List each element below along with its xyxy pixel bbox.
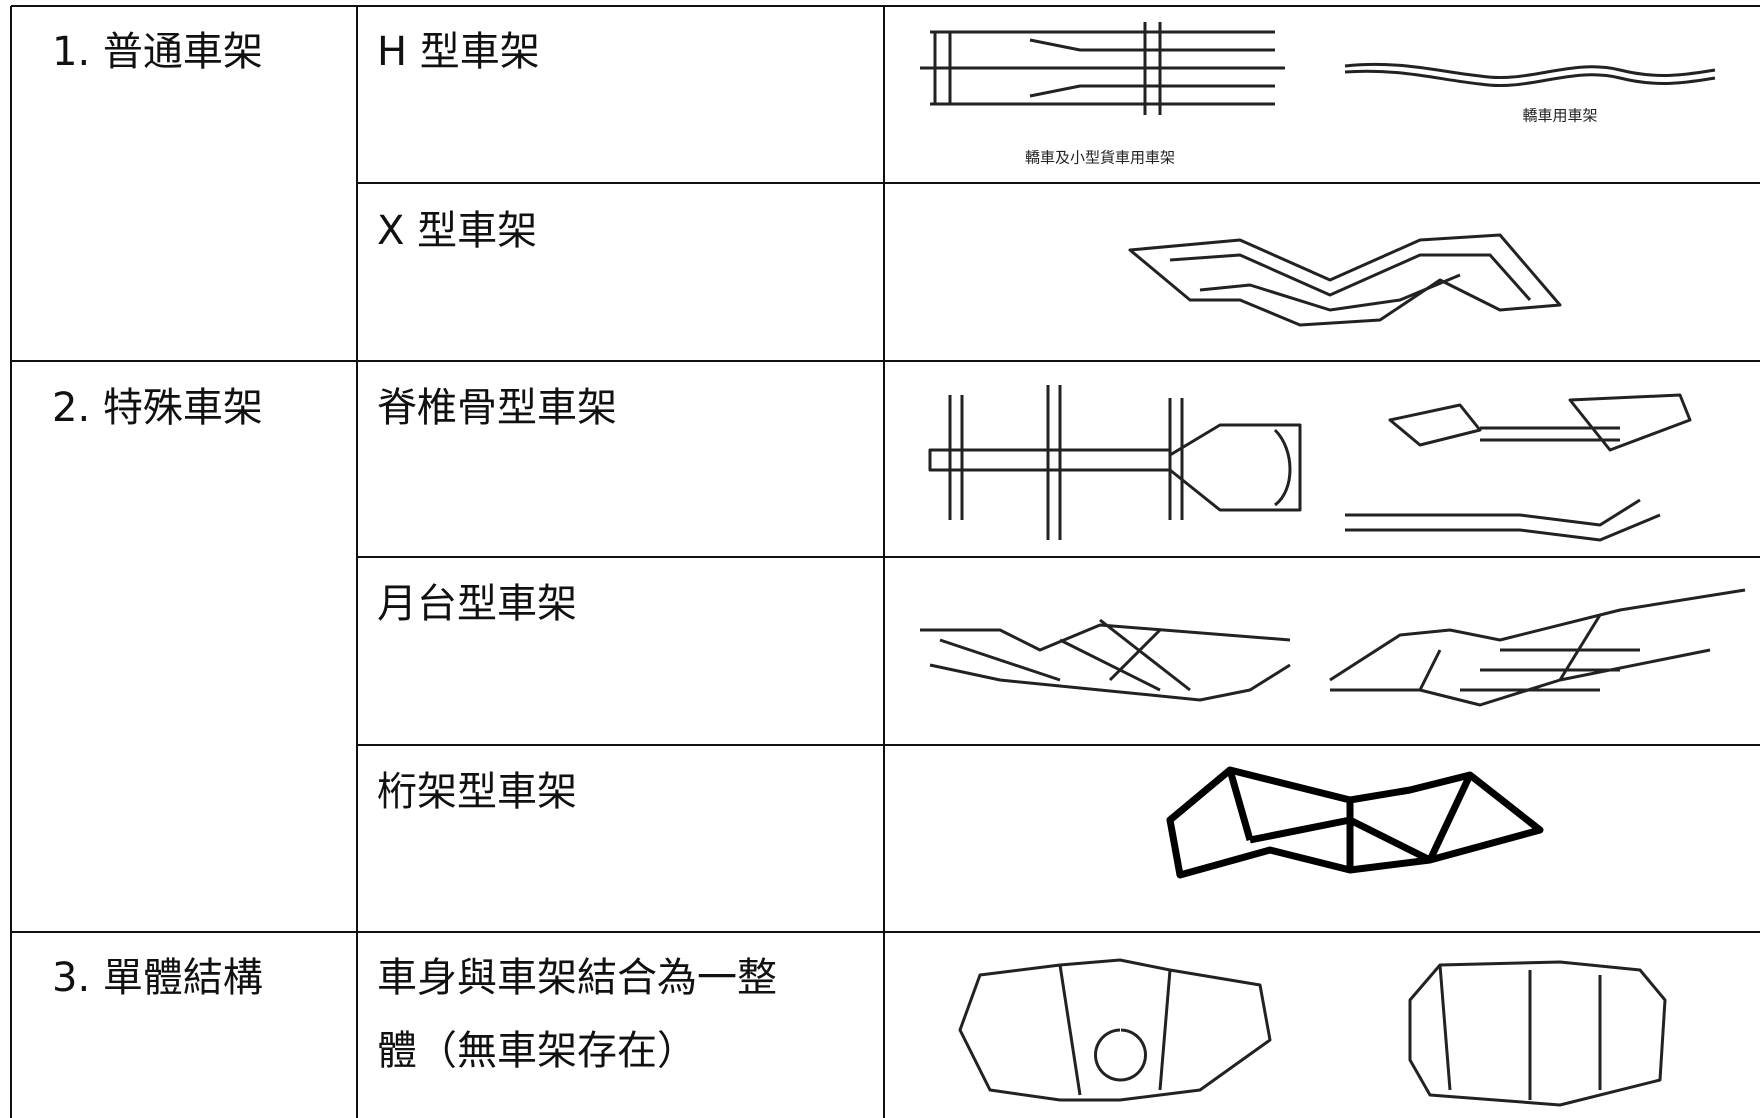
- frame-type: 體（無車架存在）: [377, 1028, 697, 1074]
- illustrations: [920, 22, 1746, 1107]
- caption: 轎車及小型貨車用車架: [1025, 149, 1175, 167]
- frame-type: H 型車架: [377, 29, 540, 75]
- frame-type: 脊椎骨型車架: [377, 385, 617, 431]
- backbone-frame: [928, 385, 1692, 542]
- category: 3. 單體結構: [52, 955, 263, 1001]
- monocoque-body: [958, 958, 1667, 1107]
- frame-type: 桁架型車架: [377, 769, 577, 815]
- table-grid: [10, 5, 1760, 1118]
- truss-frame: [1166, 766, 1544, 879]
- category: 2. 特殊車架: [52, 385, 263, 431]
- text-layer: 1. 普通車架 H 型車架 轎車及小型貨車用車架 轎車用車架 X 型車架 2. …: [52, 29, 1598, 1074]
- frame-type: X 型車架: [377, 208, 537, 254]
- platform-frame: [920, 588, 1746, 707]
- caption: 轎車用車架: [1522, 107, 1597, 125]
- h-frame: [920, 22, 1716, 115]
- category: 1. 普通車架: [52, 29, 263, 75]
- frame-type: 車身與車架結合為一整: [377, 955, 777, 1001]
- frame-type: 月台型車架: [377, 581, 577, 627]
- x-frame: [1128, 233, 1562, 327]
